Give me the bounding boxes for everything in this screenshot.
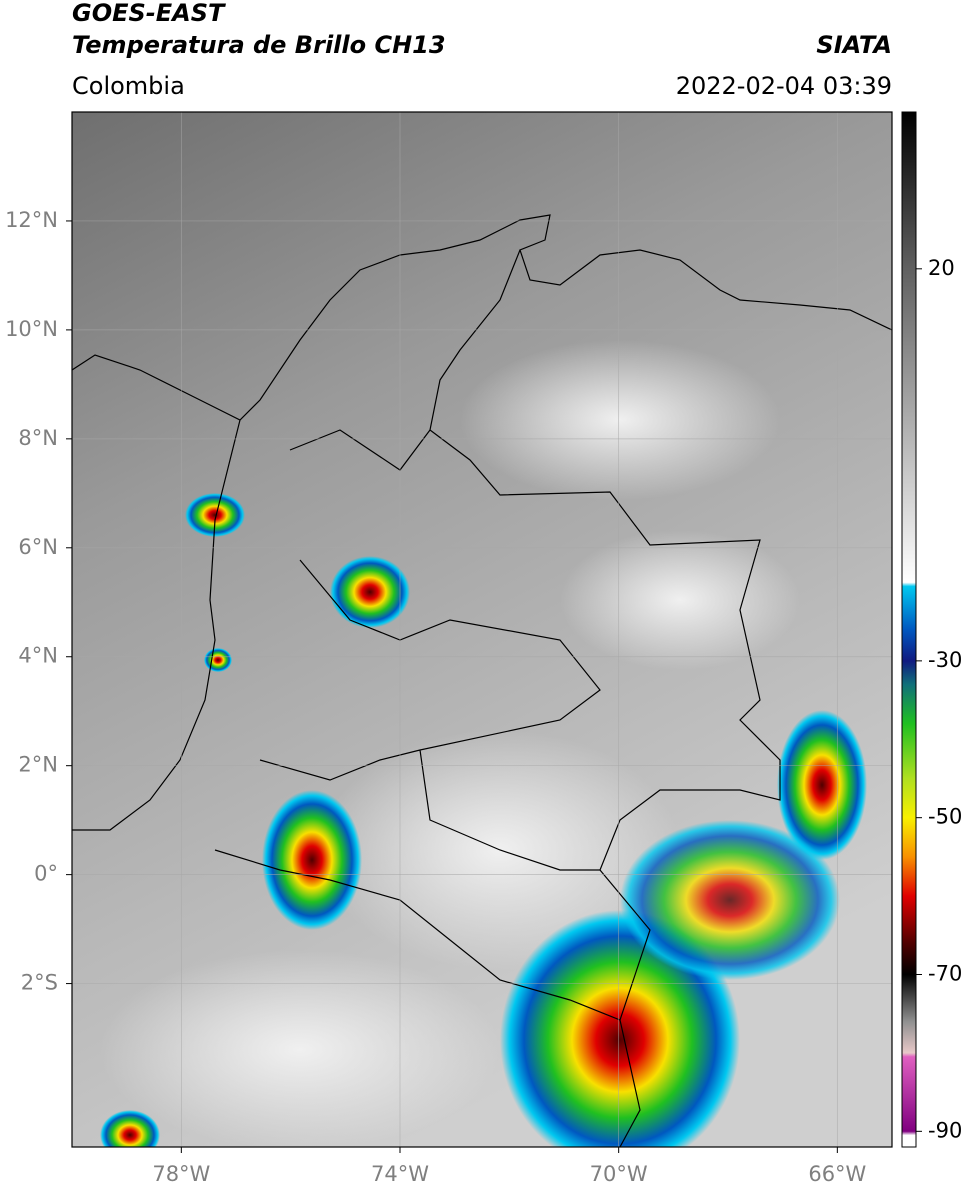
storm [185,493,245,537]
colorbar-tick-label: -90 [928,1118,962,1142]
title: GOES-EAST [72,0,226,27]
cloud [460,340,780,500]
national-border [214,849,621,1021]
coastline [72,419,241,831]
colorbar-frame [901,111,917,1148]
cloud [100,950,500,1147]
colorbar-tick-label: -50 [928,805,962,829]
x-tick-label: 74°W [371,1162,429,1186]
y-tick-label: 12°N [5,208,58,232]
storm [100,1110,160,1147]
y-tick-label: 2°N [18,753,58,777]
y-tick-label: 4°N [18,644,58,668]
storm [204,648,232,672]
source: SIATA [816,31,892,59]
storm [777,710,867,860]
colorbar [902,112,916,1147]
y-tick-label: 2°S [21,971,58,995]
region: Colombia [72,72,185,100]
x-tick-label: 70°W [590,1162,648,1186]
cloud [560,530,800,670]
y-tick-label: 10°N [5,317,58,341]
y-tick-label: 8°N [18,426,58,450]
storm [330,556,410,628]
datetime: 2022-02-04 03:39 [676,72,892,100]
x-tick-label: 66°W [808,1162,866,1186]
colorbar-tick-label: 20 [928,256,955,280]
coastline [72,214,892,421]
grid [72,112,892,1147]
x-tick-label: 78°W [152,1162,210,1186]
y-tick-label: 6°N [18,535,58,559]
national-border [429,249,781,1147]
subtitle: Temperatura de Brillo CH13 [72,31,446,59]
map-frame [71,111,893,1148]
storm [620,820,840,980]
colorbar-tick-label: -70 [928,962,962,986]
storm [262,790,362,930]
colorbar-tick-label: -30 [928,648,962,672]
y-tick-label: 0° [34,862,58,886]
satellite-image [72,112,892,1147]
